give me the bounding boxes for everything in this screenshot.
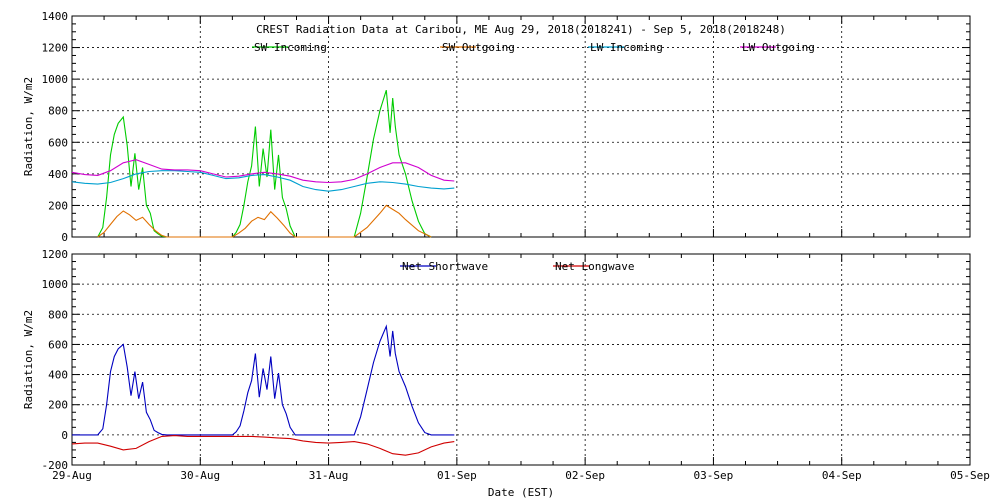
- x-tick-label: 02-Sep: [565, 469, 605, 482]
- x-tick-label: 05-Sep: [950, 469, 990, 482]
- legend-label: LW Outgoing: [742, 41, 815, 54]
- series-line-lw-incoming: [71, 170, 455, 192]
- y-tick-label: 1200: [42, 248, 69, 261]
- y-tick-label: 1000: [42, 278, 69, 291]
- legend-label: Net Shortwave: [402, 260, 488, 273]
- x-tick-label: 04-Sep: [822, 469, 862, 482]
- series-line-sw-outgoing: [97, 204, 432, 238]
- legend-label: LW Incoming: [590, 41, 663, 54]
- y-tick-label: 600: [48, 136, 68, 149]
- series-line-net-longwave: [71, 435, 455, 456]
- y-tick-label: 400: [48, 168, 68, 181]
- series-line-sw-incoming: [97, 90, 432, 238]
- y-tick-label: 200: [48, 399, 68, 412]
- y-tick-label: 1200: [42, 42, 69, 55]
- y-tick-label: 0: [61, 231, 68, 244]
- y-tick-label: 800: [48, 105, 68, 118]
- plot-frame: [71, 15, 971, 238]
- series-line-net-shortwave: [72, 324, 455, 436]
- x-tick-label: 31-Aug: [309, 469, 349, 482]
- y-axis-label: Radiation, W/m2: [22, 77, 35, 176]
- legend-label: SW Outgoing: [442, 41, 515, 54]
- y-tick-label: 200: [48, 199, 68, 212]
- y-tick-label: 400: [48, 369, 68, 382]
- legend-label: Net Longwave: [555, 260, 634, 273]
- y-tick-label: 600: [48, 338, 68, 351]
- chart-title: CREST Radiation Data at Caribou, ME Aug …: [256, 23, 786, 36]
- x-tick-label: 03-Sep: [694, 469, 734, 482]
- y-tick-label: 1400: [42, 10, 69, 23]
- y-tick-label: -200: [42, 459, 69, 472]
- series-line-lw-outgoing: [71, 159, 455, 184]
- panel-1: [71, 15, 971, 238]
- y-tick-label: 800: [48, 308, 68, 321]
- x-tick-label: 01-Sep: [437, 469, 477, 482]
- y-tick-label: 1000: [42, 73, 69, 86]
- y-tick-label: 0: [61, 429, 68, 442]
- x-axis-label: Date (EST): [488, 486, 554, 499]
- x-tick-label: 29-Aug: [52, 469, 92, 482]
- x-tick-label: 30-Aug: [180, 469, 220, 482]
- panel-2: [71, 253, 971, 466]
- legend-label: SW Incoming: [254, 41, 327, 54]
- plot-frame: [71, 253, 971, 466]
- y-axis-label: Radiation, W/m2: [22, 310, 35, 409]
